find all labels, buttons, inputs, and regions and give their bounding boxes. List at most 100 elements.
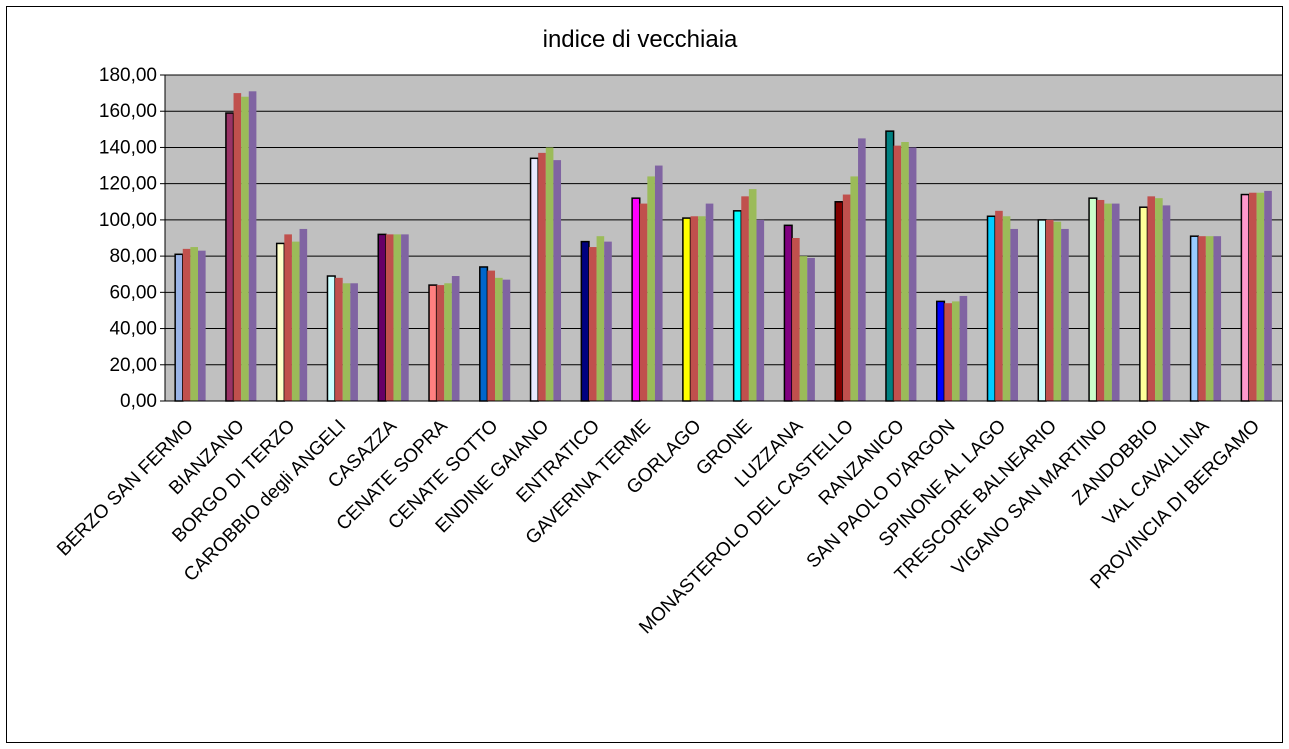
bar (647, 176, 655, 401)
bar (756, 219, 765, 401)
bar (198, 250, 206, 401)
bar (986, 215, 996, 402)
bar (1096, 199, 1105, 401)
bar (436, 285, 445, 401)
bar (885, 130, 895, 402)
bar (1002, 216, 1011, 401)
bar (182, 248, 191, 401)
bar (275, 242, 286, 402)
bar (326, 275, 336, 402)
bar (553, 160, 562, 401)
bar (1037, 219, 1047, 402)
bar (631, 197, 641, 402)
bar (1045, 219, 1054, 401)
bar (698, 216, 706, 401)
bar (1162, 205, 1171, 401)
bar (342, 283, 351, 401)
bar (401, 234, 409, 401)
bar (1111, 203, 1120, 401)
bar (487, 270, 496, 401)
bar (377, 233, 387, 402)
bar (1198, 236, 1206, 401)
bar (995, 210, 1003, 401)
bar (682, 217, 692, 402)
bar (1155, 198, 1163, 401)
bar (834, 201, 844, 402)
chart-title: indice di vecchiaia (543, 26, 738, 53)
bar (842, 194, 851, 401)
bar (792, 238, 800, 401)
bar (335, 277, 343, 401)
bar (393, 234, 402, 401)
bar (1240, 193, 1250, 402)
bar (241, 96, 249, 401)
y-tick-label: 100,00 (99, 210, 157, 231)
bar (951, 301, 960, 401)
bar (1104, 203, 1112, 401)
bar (1248, 192, 1257, 401)
bar (1053, 221, 1062, 401)
bar (444, 283, 452, 401)
bar (893, 145, 902, 401)
bar (385, 234, 394, 401)
bar (1088, 197, 1098, 402)
bar (248, 91, 257, 402)
bar (783, 224, 793, 402)
y-tick-label: 180,00 (99, 65, 157, 86)
bar (225, 112, 235, 402)
y-tick-label: 80,00 (109, 246, 157, 267)
bar (545, 147, 554, 401)
bar (350, 283, 358, 401)
bar (479, 266, 489, 402)
bar (284, 234, 292, 401)
bar (1061, 228, 1069, 401)
bar (495, 277, 503, 401)
y-tick-label: 20,00 (109, 355, 157, 376)
bar (807, 257, 815, 401)
bar (799, 256, 808, 401)
bar (580, 240, 590, 402)
bar (908, 147, 917, 401)
bar (588, 247, 597, 401)
bar (190, 247, 199, 401)
bar (1205, 236, 1214, 401)
bar (741, 196, 749, 401)
bar (233, 93, 242, 401)
y-tick-label: 140,00 (99, 137, 157, 158)
bar (705, 203, 714, 401)
bar (654, 165, 663, 401)
bar (935, 300, 946, 402)
bar (944, 303, 952, 401)
bar (428, 284, 438, 402)
bar (502, 279, 511, 401)
y-tick-label: 120,00 (99, 174, 157, 195)
y-tick-label: 60,00 (109, 282, 157, 303)
bar (1256, 192, 1265, 401)
bar (604, 241, 612, 401)
bar (1189, 235, 1199, 402)
bar (299, 228, 308, 401)
y-tick-label: 40,00 (109, 319, 157, 340)
bar (850, 176, 859, 401)
y-tick-label: 0,00 (120, 391, 157, 412)
bar (690, 216, 699, 401)
bar (291, 241, 300, 401)
bar (901, 142, 909, 401)
bar (1264, 190, 1272, 401)
bar (858, 138, 866, 401)
bar (748, 189, 757, 401)
bar (639, 203, 648, 401)
bar (538, 152, 546, 401)
bar (732, 210, 743, 402)
bar (959, 295, 968, 401)
bar (1213, 236, 1222, 401)
bar (1147, 196, 1156, 401)
bar (451, 276, 460, 401)
bar (1139, 206, 1149, 402)
bar (596, 236, 605, 401)
bar (174, 253, 184, 402)
bar (529, 157, 539, 402)
bar (1010, 228, 1018, 401)
y-tick-label: 160,00 (99, 101, 157, 122)
